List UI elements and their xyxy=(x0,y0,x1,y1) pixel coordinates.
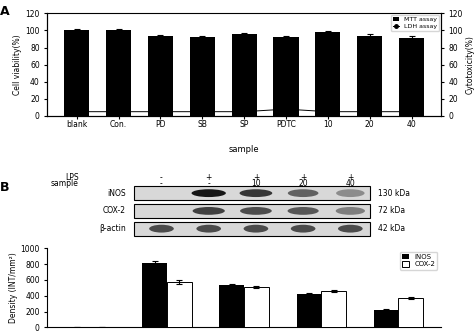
Bar xyxy=(148,36,173,116)
Bar xyxy=(357,36,382,116)
Text: sample: sample xyxy=(229,145,259,154)
Bar xyxy=(398,298,423,327)
Text: iNOS: iNOS xyxy=(108,189,126,198)
Ellipse shape xyxy=(192,207,225,215)
Bar xyxy=(190,37,215,116)
Text: COX-2: COX-2 xyxy=(103,206,126,215)
Text: sample: sample xyxy=(51,179,79,188)
Ellipse shape xyxy=(191,189,226,197)
Text: 42 kDa: 42 kDa xyxy=(378,224,405,233)
Legend: iNOS, COX-2: iNOS, COX-2 xyxy=(400,252,438,270)
FancyBboxPatch shape xyxy=(134,221,370,236)
Text: 40: 40 xyxy=(346,179,355,188)
Ellipse shape xyxy=(240,207,272,215)
Ellipse shape xyxy=(288,189,319,197)
Bar xyxy=(321,291,346,327)
Y-axis label: Cell viability(%): Cell viability(%) xyxy=(13,34,22,95)
Bar xyxy=(219,286,244,327)
Ellipse shape xyxy=(336,189,365,197)
Ellipse shape xyxy=(291,225,315,232)
Legend: MTT assay, LDH assay: MTT assay, LDH assay xyxy=(391,15,439,31)
Bar xyxy=(167,282,191,327)
Bar xyxy=(374,310,398,327)
FancyBboxPatch shape xyxy=(134,186,370,200)
Text: +: + xyxy=(347,173,354,182)
Bar xyxy=(142,263,167,327)
Bar xyxy=(399,38,424,116)
Bar xyxy=(64,30,89,116)
Bar xyxy=(297,294,321,327)
Ellipse shape xyxy=(288,207,319,215)
Ellipse shape xyxy=(336,207,365,215)
Text: -: - xyxy=(160,179,163,188)
Text: +: + xyxy=(253,173,259,182)
Text: B: B xyxy=(0,181,9,194)
Bar xyxy=(273,37,299,116)
Text: 20: 20 xyxy=(298,179,308,188)
Bar xyxy=(232,34,256,116)
Ellipse shape xyxy=(196,225,221,232)
Text: 10: 10 xyxy=(251,179,261,188)
Ellipse shape xyxy=(244,225,268,232)
Bar xyxy=(315,32,340,116)
Ellipse shape xyxy=(149,225,174,232)
Text: A: A xyxy=(0,5,10,18)
Text: LPS: LPS xyxy=(65,173,79,182)
Text: 72 kDa: 72 kDa xyxy=(378,206,405,215)
Text: -: - xyxy=(160,173,163,182)
Bar xyxy=(244,287,269,327)
Y-axis label: Cytotoxicity(%): Cytotoxicity(%) xyxy=(466,35,474,94)
Text: +: + xyxy=(300,173,306,182)
Y-axis label: Density (INT/mm²): Density (INT/mm²) xyxy=(9,253,18,323)
FancyBboxPatch shape xyxy=(134,204,370,218)
Text: 130 kDa: 130 kDa xyxy=(378,189,410,198)
Ellipse shape xyxy=(338,225,363,232)
Text: +: + xyxy=(206,173,212,182)
Ellipse shape xyxy=(239,189,272,197)
Text: β-actin: β-actin xyxy=(100,224,126,233)
Text: -: - xyxy=(207,179,210,188)
Bar xyxy=(106,30,131,116)
